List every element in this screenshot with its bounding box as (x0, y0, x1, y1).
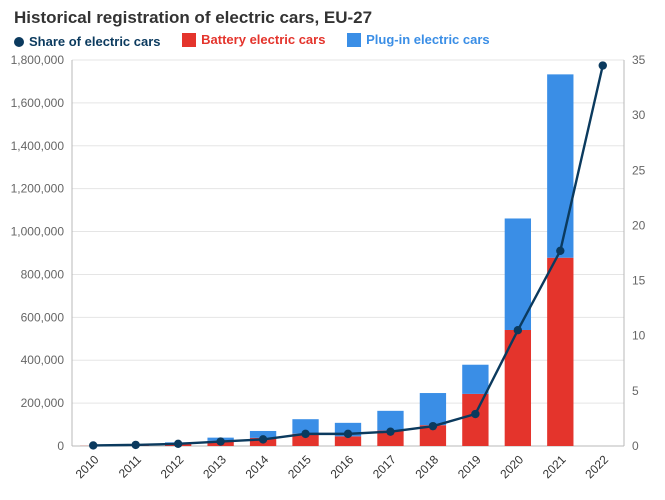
line-point (599, 61, 607, 69)
y-right-tick: 0 (632, 439, 639, 453)
y-right-tick: 25 (632, 163, 646, 177)
y-right-tick: 35 (632, 53, 646, 67)
x-tick: 2017 (370, 452, 399, 481)
x-tick: 2013 (200, 452, 229, 481)
line-point (344, 430, 352, 438)
x-tick: 2014 (243, 452, 272, 481)
line-point (174, 440, 182, 448)
line-point (429, 422, 437, 430)
y-left-tick: 1,800,000 (11, 53, 65, 67)
line-point (471, 410, 479, 418)
bar-plugin (420, 393, 446, 425)
y-left-tick: 1,600,000 (11, 96, 65, 110)
line-point (386, 427, 394, 435)
y-left-tick: 600,000 (21, 310, 65, 324)
x-tick: 2022 (582, 452, 611, 481)
x-tick: 2011 (116, 452, 144, 480)
x-tick: 2021 (540, 452, 569, 481)
x-tick: 2010 (73, 452, 102, 481)
chart-svg: 0 200,000 400,000 600,000 800,000 1,000,000 1,… (0, 0, 665, 500)
x-tick: 2015 (285, 452, 314, 481)
y-left-tick: 1,400,000 (11, 139, 65, 153)
y-right-tick: 5 (632, 384, 639, 398)
line-point (131, 441, 139, 449)
y-left-tick: 0 (57, 439, 64, 453)
bar-battery (462, 394, 488, 446)
line-point (216, 437, 224, 445)
y-left-tick: 400,000 (21, 353, 65, 367)
y-left-tick: 1,000,000 (11, 225, 65, 239)
x-tick: 2020 (497, 452, 526, 481)
y-left-tick: 1,200,000 (11, 182, 65, 196)
line-point (556, 247, 564, 255)
x-tick: 2019 (455, 452, 484, 481)
line-point (301, 430, 309, 438)
y-left-tick: 800,000 (21, 267, 65, 281)
line-point (259, 435, 267, 443)
bar-plugin (547, 74, 573, 257)
bar-plugin (462, 365, 488, 394)
x-tick: 2016 (328, 452, 357, 481)
y-right-tick: 20 (632, 218, 646, 232)
y-right-tick: 30 (632, 108, 646, 122)
x-tick: 2018 (412, 452, 441, 481)
y-right-tick: 10 (632, 329, 646, 343)
line-point (514, 326, 522, 334)
x-tick: 2012 (158, 452, 187, 481)
chart-container: Historical registration of electric cars… (0, 0, 665, 500)
bar-battery (547, 258, 573, 446)
y-right-tick: 15 (632, 274, 646, 288)
line-point (89, 441, 97, 449)
y-left-tick: 200,000 (21, 396, 65, 410)
